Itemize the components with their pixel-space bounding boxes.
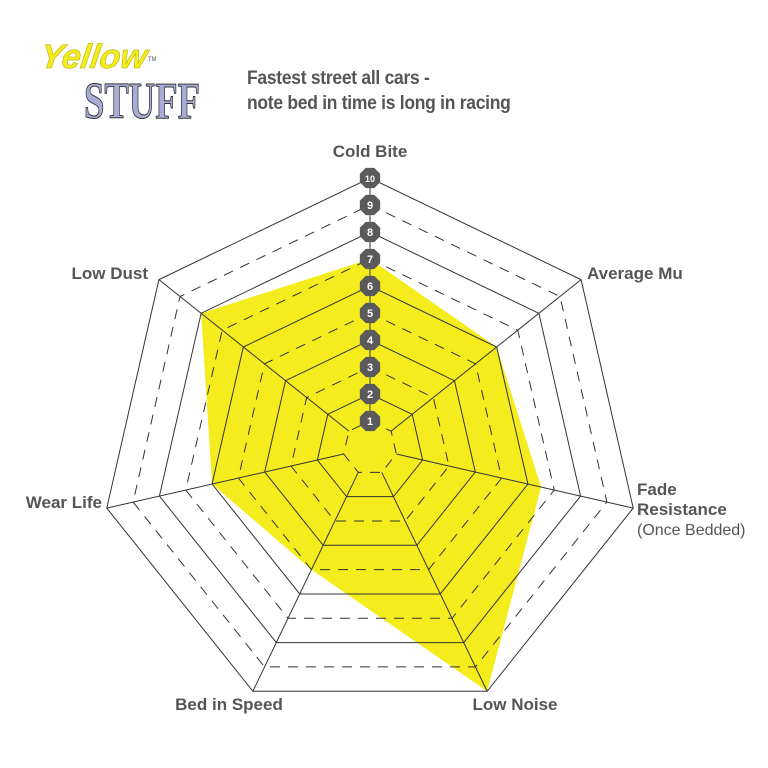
axis-spoke [106, 453, 344, 509]
tick-badge [359, 329, 381, 351]
tick-label: 8 [367, 227, 373, 239]
chart-title-line1: Fastest street all cars - [247, 68, 430, 89]
grid-ring-1 [343, 420, 397, 473]
tick-badge [359, 194, 381, 216]
grid-ring-2 [316, 393, 424, 498]
tick-badge [359, 167, 381, 189]
tick-label: 2 [367, 389, 373, 401]
chart-title-line2: note bed in time is long in racing [247, 93, 511, 114]
axis-spoke [158, 279, 350, 432]
tick-badge [359, 248, 381, 270]
tick-label: 5 [367, 308, 373, 320]
grid-ring-8 [158, 231, 582, 644]
grid-ring-6 [211, 285, 529, 595]
grid-ring-9 [132, 204, 608, 668]
svg-text:STUFF: STUFF [84, 73, 200, 124]
axis-label: Fade [637, 480, 677, 499]
axis-label: Low Noise [472, 695, 557, 714]
tick-label: 1 [367, 416, 373, 428]
tick-badge [359, 356, 381, 378]
axis-spoke [390, 279, 582, 432]
tick-badge [359, 302, 381, 324]
axis-spoke [381, 472, 488, 692]
tick-badge [359, 383, 381, 405]
tick-label: 10 [365, 174, 375, 184]
tick-label: 7 [367, 254, 373, 266]
svg-text:Yellow: Yellow [40, 38, 152, 76]
axis-label: Low Dust [72, 264, 149, 283]
axis-sublabel: (Once Bedded) [637, 522, 746, 539]
tick-badge [359, 221, 381, 243]
grid-ring-4 [264, 339, 476, 546]
tick-badge [359, 410, 381, 432]
grid-ring-7 [185, 258, 555, 619]
axis-label: Cold Bite [333, 142, 408, 161]
tick-label: 9 [367, 200, 373, 212]
tick-badge [359, 275, 381, 297]
grid-ring-10 [106, 177, 634, 692]
axis-label: Average Mu [587, 264, 683, 283]
tick-label: 3 [367, 362, 373, 374]
axis-spoke [252, 472, 359, 692]
data-area [201, 259, 542, 692]
axis-label-line2: Resistance [637, 500, 727, 519]
yellowstuff-logo: Yellow TM STUFF [40, 38, 201, 124]
tick-label: 4 [367, 335, 374, 347]
axis-label: Wear Life [26, 493, 102, 512]
axis-label: Bed in Speed [175, 695, 283, 714]
tick-label: 6 [367, 281, 373, 293]
svg-text:TM: TM [148, 57, 157, 63]
axis-spoke [396, 453, 634, 509]
